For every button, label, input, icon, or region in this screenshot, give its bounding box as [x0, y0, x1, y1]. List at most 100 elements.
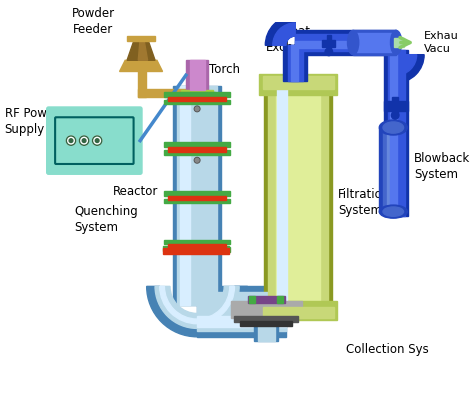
Bar — [168, 244, 226, 249]
Circle shape — [194, 106, 200, 112]
Bar — [291, 46, 298, 81]
Circle shape — [69, 139, 73, 143]
Bar — [177, 85, 217, 305]
Bar — [258, 322, 274, 341]
Bar — [138, 71, 146, 97]
Bar — [164, 240, 230, 244]
Bar — [277, 296, 283, 303]
Circle shape — [195, 158, 199, 162]
Text: Blowback
System: Blowback System — [414, 152, 470, 181]
Bar — [173, 85, 221, 305]
Wedge shape — [396, 55, 417, 75]
Bar — [164, 247, 230, 252]
Bar — [384, 50, 408, 216]
Bar — [168, 196, 226, 200]
Ellipse shape — [391, 30, 401, 55]
Bar — [247, 296, 285, 303]
Bar — [383, 127, 403, 212]
Text: Exhau
Vacu: Exhau Vacu — [424, 31, 459, 54]
Wedge shape — [396, 55, 424, 83]
Bar — [394, 38, 403, 47]
Text: Quenching
System: Quenching System — [75, 205, 138, 234]
Bar — [264, 78, 332, 316]
Text: Powder
Feeder: Powder Feeder — [72, 7, 115, 36]
Bar — [164, 191, 230, 196]
Bar — [164, 92, 230, 97]
Circle shape — [195, 107, 199, 111]
Wedge shape — [160, 287, 235, 324]
Circle shape — [325, 48, 333, 56]
Text: RF Power
Supply: RF Power Supply — [5, 108, 59, 137]
Bar — [164, 100, 230, 104]
Bar — [197, 287, 286, 337]
Bar — [197, 292, 286, 331]
Bar — [186, 60, 209, 90]
Ellipse shape — [379, 120, 407, 135]
Circle shape — [392, 112, 399, 119]
FancyBboxPatch shape — [47, 107, 142, 174]
Bar — [263, 307, 334, 318]
Bar — [240, 321, 292, 326]
Bar — [283, 46, 307, 81]
Bar — [249, 296, 255, 303]
Bar — [379, 127, 407, 212]
Bar — [180, 85, 190, 305]
Text: Reactor: Reactor — [113, 185, 158, 198]
Circle shape — [82, 139, 86, 143]
Bar — [190, 60, 205, 90]
Bar — [164, 246, 229, 251]
Wedge shape — [273, 23, 295, 46]
Ellipse shape — [379, 205, 407, 218]
Wedge shape — [146, 287, 247, 337]
Bar — [390, 50, 397, 216]
Bar — [295, 30, 396, 55]
Bar — [384, 102, 408, 111]
Bar — [327, 35, 331, 52]
Bar — [254, 322, 278, 341]
Bar — [168, 147, 226, 152]
Bar — [127, 36, 155, 41]
Text: Torch: Torch — [209, 63, 240, 76]
Bar — [235, 316, 298, 322]
Text: Heat
Exchanger: Heat Exchanger — [266, 25, 328, 54]
Bar — [277, 80, 287, 314]
Bar — [164, 143, 230, 147]
Bar — [356, 33, 393, 52]
Circle shape — [66, 136, 76, 145]
Bar — [263, 76, 334, 89]
Bar — [387, 127, 392, 212]
Text: Filtration
System: Filtration System — [338, 188, 391, 217]
Text: Collection Sys: Collection Sys — [346, 343, 428, 356]
Bar — [288, 46, 303, 81]
Bar — [388, 50, 404, 216]
Polygon shape — [119, 60, 163, 71]
Bar — [168, 97, 226, 102]
Bar — [392, 97, 398, 115]
Bar — [295, 34, 396, 51]
Ellipse shape — [383, 122, 403, 133]
Bar — [259, 301, 337, 320]
Circle shape — [194, 158, 200, 163]
Circle shape — [92, 136, 102, 145]
Bar — [179, 92, 215, 97]
Circle shape — [95, 139, 99, 143]
Ellipse shape — [383, 207, 403, 216]
Bar — [275, 78, 320, 316]
Wedge shape — [155, 287, 239, 328]
Circle shape — [80, 136, 89, 145]
Bar — [164, 248, 229, 253]
Bar — [181, 90, 213, 100]
Bar — [197, 316, 286, 328]
Bar — [353, 30, 396, 55]
Bar — [295, 41, 396, 48]
Bar — [164, 150, 230, 155]
Polygon shape — [138, 39, 147, 60]
Polygon shape — [127, 39, 155, 60]
Bar — [164, 199, 230, 203]
Bar — [138, 89, 198, 97]
Wedge shape — [265, 15, 295, 46]
Bar — [322, 40, 336, 47]
Bar — [231, 301, 302, 318]
Bar — [268, 78, 328, 316]
Bar — [259, 74, 337, 95]
